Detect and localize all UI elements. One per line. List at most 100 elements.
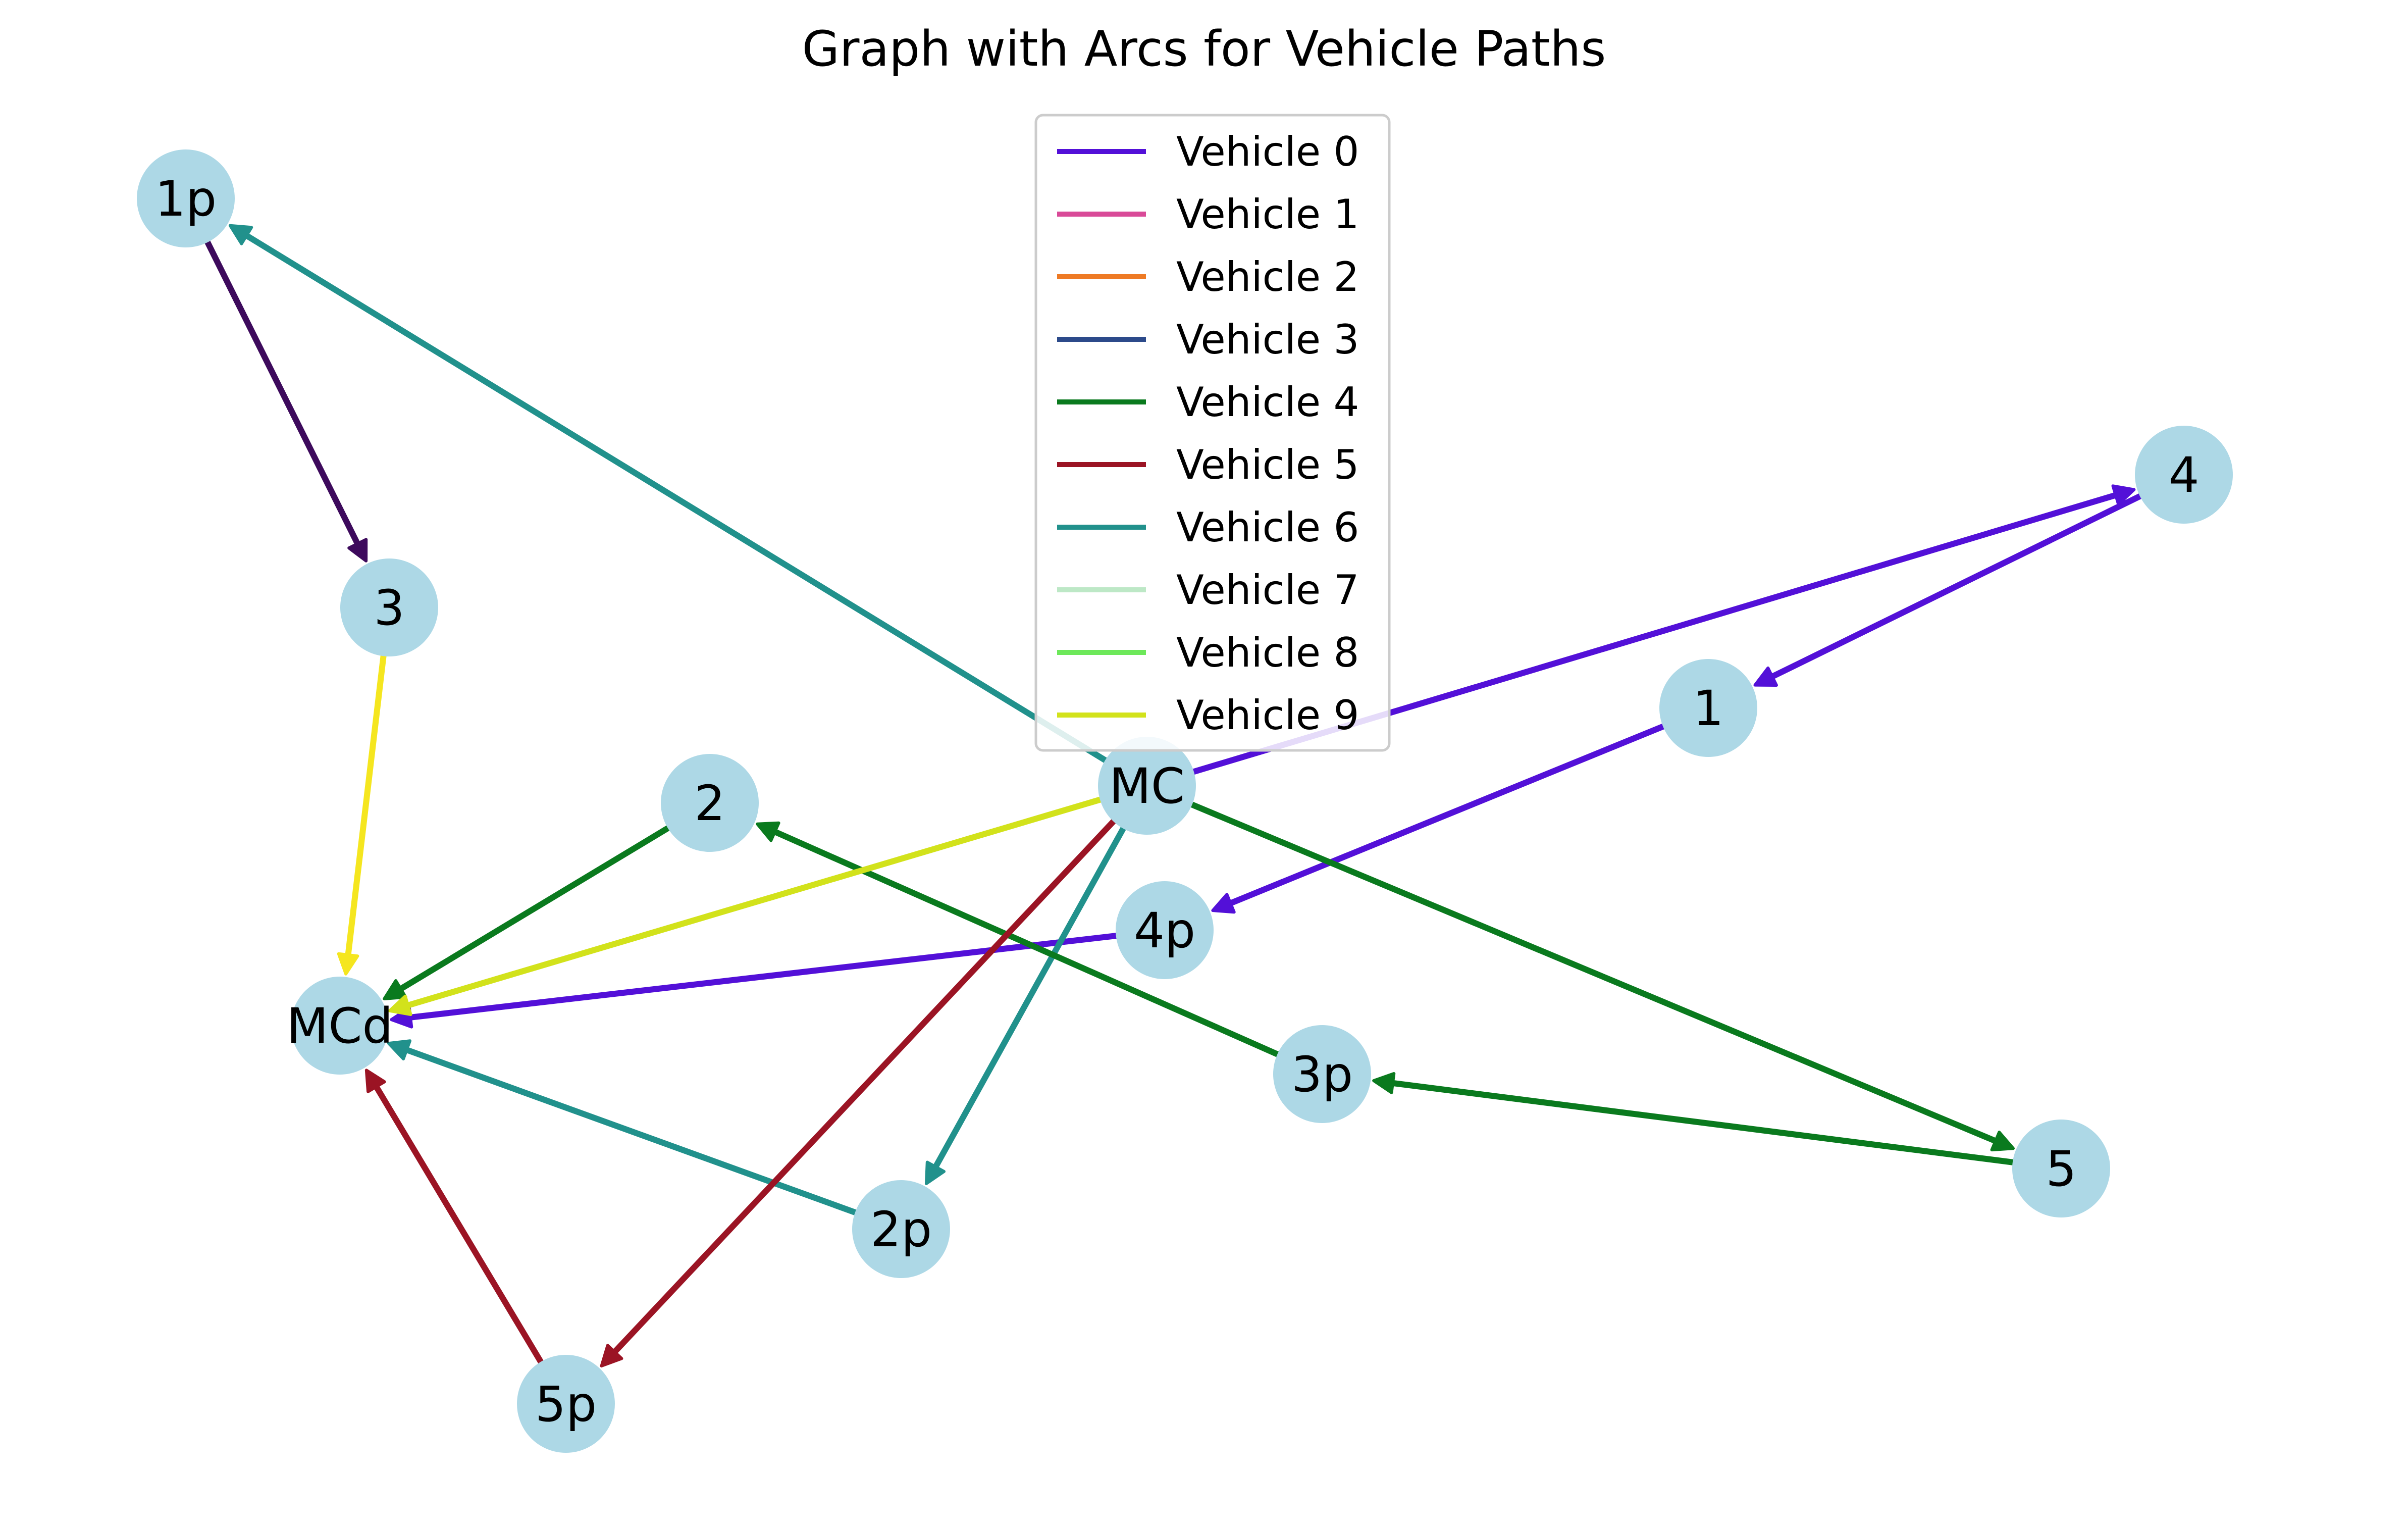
node-circle	[137, 149, 235, 247]
node-5: 5	[2012, 1120, 2110, 1217]
legend-entry: Vehicle 9	[1057, 692, 1359, 739]
legend-entry: Vehicle 4	[1057, 379, 1359, 426]
edge-line	[410, 927, 1165, 1021]
node-label: 3p	[1291, 1046, 1353, 1103]
edge-5-to-3p	[1372, 1072, 2062, 1172]
edge-line	[1770, 472, 2185, 680]
node-MC: MC	[1098, 737, 1196, 835]
edge-arrowhead	[1372, 1072, 1396, 1094]
legend: Vehicle 0 Vehicle 1 Vehicle 2 Vehicle 3 Vehi…	[1034, 114, 1391, 752]
edge-3p-to-2	[756, 821, 1324, 1077]
edge-arrowhead	[1990, 1131, 2015, 1152]
edge-arrowhead	[2111, 484, 2136, 506]
edge-arrowhead	[347, 538, 368, 563]
node-1p: 1p	[137, 149, 235, 247]
edge-arrowhead	[756, 821, 780, 842]
nodes-layer: 1p 3 4 1 2 MC 4p MCd 3p 5 2p 5p	[137, 149, 2233, 1453]
node-circle	[2012, 1120, 2110, 1217]
node-4p: 4p	[1116, 881, 1214, 979]
legend-entry: Vehicle 1	[1057, 191, 1359, 238]
legend-entry: Vehicle 0	[1057, 128, 1359, 175]
node-circle	[852, 1180, 950, 1278]
edge-arrowhead	[1753, 666, 1778, 687]
edge-2p-to-MCd	[387, 1039, 903, 1232]
edge-3-to-MCd	[337, 607, 392, 976]
edge-5p-to-MCd	[364, 1069, 569, 1406]
edge-1p-to-3	[183, 197, 368, 563]
edge-line	[612, 783, 1149, 1354]
legend-entry: Vehicle 2	[1057, 253, 1359, 300]
node-2p: 2p	[852, 1180, 950, 1278]
node-circle	[1116, 881, 1214, 979]
node-label: 5	[2046, 1141, 2076, 1197]
edge-MC-to-1p	[228, 224, 1149, 789]
edge-line	[407, 783, 1148, 1008]
edge-arrowhead	[364, 1069, 386, 1093]
node-circle	[517, 1355, 615, 1453]
edge-arrowhead	[600, 1344, 623, 1367]
node-circle	[1659, 659, 1757, 757]
node-label: 4	[2168, 447, 2199, 503]
legend-items: Vehicle 0 Vehicle 1 Vehicle 2 Vehicle 3 Vehi…	[1057, 128, 1359, 739]
legend-label: Vehicle 6	[1176, 504, 1359, 551]
node-5p: 5p	[517, 1355, 615, 1453]
node-circle	[1098, 737, 1196, 835]
edge-line	[374, 1085, 569, 1406]
edge-line	[1229, 705, 1710, 906]
node-label: 1p	[155, 171, 217, 227]
node-circle	[661, 754, 759, 852]
legend-entry: Vehicle 6	[1057, 504, 1359, 551]
node-circle	[1273, 1025, 1371, 1123]
node-label: 5p	[535, 1376, 597, 1433]
legend-label: Vehicle 7	[1176, 567, 1359, 614]
legend-label: Vehicle 3	[1176, 316, 1359, 363]
edge-arrowhead	[387, 1039, 412, 1060]
legend-label: Vehicle 1	[1176, 191, 1359, 238]
node-3: 3	[340, 558, 438, 656]
graph-title: Graph with Arcs for Vehicle Paths	[802, 21, 1606, 77]
edge-MC-to-MCd	[388, 783, 1148, 1017]
legend-label: Vehicle 2	[1176, 253, 1359, 300]
legend-label: Vehicle 8	[1176, 629, 1359, 676]
node-2: 2	[661, 754, 759, 852]
edge-MC-to-5p	[600, 783, 1149, 1367]
legend-entry: Vehicle 8	[1057, 629, 1359, 676]
edge-MC-to-5	[1145, 783, 2015, 1152]
edge-arrowhead	[383, 979, 407, 1000]
legend-entry: Vehicle 3	[1057, 316, 1359, 363]
edge-arrowhead	[337, 952, 359, 976]
edge-line	[933, 784, 1150, 1169]
edge-arrowhead	[924, 1160, 946, 1185]
edge-line	[245, 233, 1149, 789]
edge-line	[345, 607, 392, 955]
node-MCd: MCd	[287, 977, 393, 1075]
node-label: MCd	[287, 998, 393, 1054]
legend-label: Vehicle 0	[1176, 128, 1359, 175]
node-4: 4	[2135, 426, 2233, 524]
legend-label: Vehicle 9	[1176, 692, 1359, 739]
node-label: MC	[1109, 758, 1185, 815]
node-circle	[291, 977, 389, 1075]
edge-line	[1392, 1080, 2062, 1172]
legend-entry: Vehicle 7	[1057, 567, 1359, 614]
edge-line	[183, 197, 360, 545]
node-label: 2	[694, 775, 725, 832]
node-circle	[2135, 426, 2233, 524]
node-label: 3	[374, 580, 404, 636]
node-circle	[340, 558, 438, 656]
edge-2-to-MCd	[383, 800, 712, 1000]
edge-line	[399, 800, 712, 992]
node-label: 4p	[1134, 902, 1195, 959]
edge-1-to-4p	[1211, 705, 1710, 914]
legend-label: Vehicle 5	[1176, 441, 1359, 488]
edge-MC-to-2p	[924, 784, 1150, 1185]
legend-label: Vehicle 4	[1176, 379, 1359, 426]
edge-line	[773, 829, 1324, 1077]
edge-arrowhead	[388, 994, 412, 1017]
edge-line	[1145, 783, 1997, 1144]
legend-entry: Vehicle 5	[1057, 441, 1359, 488]
edge-arrowhead	[1211, 893, 1236, 914]
edge-line	[405, 1047, 903, 1232]
node-3p: 3p	[1273, 1025, 1371, 1123]
